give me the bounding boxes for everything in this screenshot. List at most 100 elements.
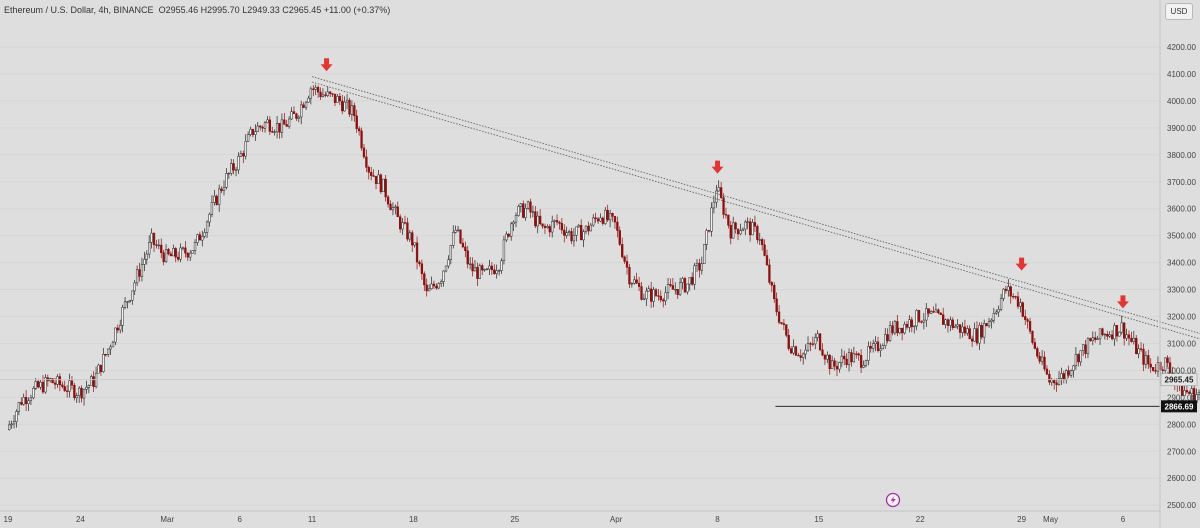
candle-body bbox=[176, 256, 180, 260]
y-tick-label: 3800.00 bbox=[1167, 151, 1196, 160]
candle-body bbox=[24, 397, 28, 404]
candle-body bbox=[1168, 362, 1172, 374]
candle-body bbox=[857, 353, 860, 356]
candle-body bbox=[92, 376, 95, 388]
price-axis[interactable]: 2500.00 2600.00 2700.00 2800.00 2900.00 3000.… bbox=[1167, 43, 1196, 510]
candle-body bbox=[1019, 302, 1022, 307]
candle-body bbox=[184, 247, 187, 254]
candle-body bbox=[792, 346, 795, 354]
candle-body bbox=[222, 187, 226, 192]
candle-body bbox=[987, 321, 991, 327]
arrow-down-icon[interactable] bbox=[711, 160, 724, 174]
candle-body bbox=[403, 222, 407, 224]
candle-body bbox=[804, 349, 807, 355]
candle-body bbox=[251, 128, 255, 135]
candle-body bbox=[357, 128, 361, 132]
candle-body bbox=[862, 365, 865, 368]
candle-body bbox=[1048, 373, 1051, 383]
candle-body bbox=[29, 397, 33, 402]
candle-body bbox=[372, 175, 375, 177]
candle-body bbox=[703, 244, 706, 265]
candle-body bbox=[341, 100, 344, 112]
candle-body bbox=[53, 382, 57, 385]
candle-body bbox=[300, 104, 303, 118]
arrow-down-icon[interactable] bbox=[320, 58, 333, 72]
candle-body bbox=[864, 360, 868, 366]
arrow-down-icon[interactable] bbox=[1015, 257, 1028, 271]
candle-body bbox=[838, 362, 841, 370]
candle-body bbox=[456, 229, 460, 231]
candle-body bbox=[802, 353, 805, 358]
candle-body bbox=[794, 346, 798, 356]
candle-body bbox=[490, 265, 494, 271]
candle-body bbox=[374, 175, 378, 184]
candle-body bbox=[879, 348, 882, 351]
candle-body bbox=[949, 319, 952, 326]
candle-body bbox=[244, 141, 247, 157]
candle-body bbox=[20, 402, 23, 405]
candle-body bbox=[32, 388, 35, 399]
candle-body bbox=[1040, 356, 1044, 362]
candle-body bbox=[1055, 382, 1058, 385]
candle-body bbox=[350, 105, 354, 115]
candle-body bbox=[674, 289, 677, 291]
candle-body bbox=[68, 380, 71, 392]
candle-body bbox=[874, 341, 877, 345]
candle-body bbox=[719, 187, 723, 198]
y-tick-label: 2900.00 bbox=[1167, 393, 1196, 402]
replay-icon[interactable] bbox=[885, 492, 901, 508]
candle-body bbox=[741, 228, 745, 232]
candle-body bbox=[997, 308, 1000, 313]
candle-body bbox=[553, 220, 556, 222]
candle-body bbox=[980, 325, 983, 338]
candle-body bbox=[210, 202, 214, 215]
x-tick-label: 19 bbox=[4, 515, 13, 524]
candle-body bbox=[1009, 286, 1012, 297]
candle-body bbox=[290, 111, 293, 120]
candle-body bbox=[167, 249, 170, 255]
arrow-down-icon[interactable] bbox=[1116, 295, 1129, 309]
candle-body bbox=[828, 354, 831, 369]
candle-body bbox=[406, 222, 409, 240]
candle-body bbox=[365, 156, 368, 168]
candle-body bbox=[160, 244, 163, 253]
candle-body bbox=[746, 221, 749, 223]
x-tick-label: 11 bbox=[308, 515, 317, 524]
candle-body bbox=[208, 213, 211, 223]
candle-body bbox=[543, 225, 547, 228]
candle-body bbox=[700, 263, 703, 271]
currency-button[interactable]: USD bbox=[1165, 3, 1193, 20]
candle-body bbox=[121, 306, 124, 326]
candle-body bbox=[464, 246, 467, 251]
candle-body bbox=[331, 93, 334, 95]
candle-body bbox=[302, 104, 305, 108]
candle-body bbox=[256, 125, 259, 132]
candle-body bbox=[1156, 362, 1160, 372]
candle-body bbox=[1125, 334, 1128, 339]
candle-body bbox=[237, 156, 240, 171]
candle-body bbox=[505, 233, 508, 241]
candle-body bbox=[768, 264, 771, 283]
candle-body bbox=[461, 242, 465, 248]
candle-body bbox=[263, 122, 267, 129]
candle-body bbox=[1096, 338, 1099, 340]
candle-body bbox=[309, 88, 313, 99]
candle-body bbox=[925, 308, 928, 321]
candle-body bbox=[246, 134, 250, 142]
candle-body bbox=[1084, 344, 1087, 354]
candle-body bbox=[189, 252, 192, 258]
candle-body bbox=[70, 380, 74, 386]
candle-body bbox=[215, 195, 218, 205]
candle-body bbox=[555, 220, 559, 223]
y-tick-label: 3100.00 bbox=[1167, 339, 1196, 348]
candle-body bbox=[502, 239, 506, 261]
candle-body bbox=[430, 283, 433, 290]
candle-body bbox=[242, 153, 245, 157]
candle-body bbox=[123, 301, 127, 308]
candle-body bbox=[596, 218, 600, 222]
candle-body bbox=[459, 229, 462, 244]
time-axis[interactable]: 1924Mar6111825Apr8152229May6132027Jun bbox=[4, 515, 1200, 524]
candle-body bbox=[423, 273, 426, 286]
candle-body bbox=[963, 326, 967, 334]
